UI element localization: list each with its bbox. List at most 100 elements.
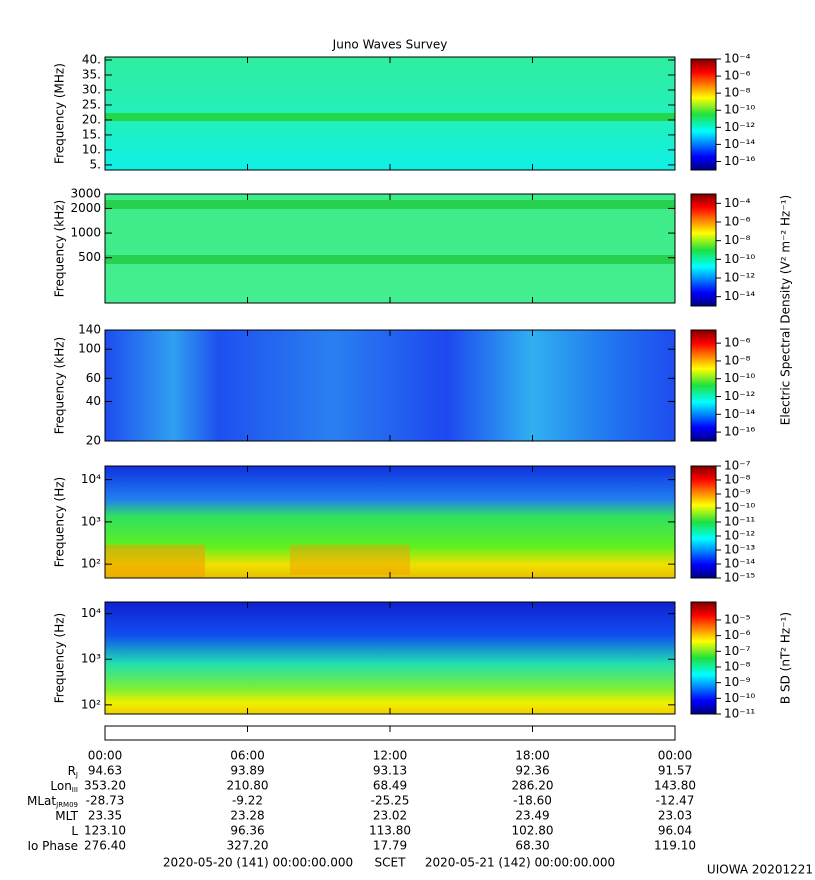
chart-title: Juno Waves Survey [332, 38, 448, 52]
y-tick-label: 10² [81, 697, 101, 711]
ephemeris-value: 276.40 [84, 839, 126, 853]
y-tick-label: 100 [78, 342, 101, 356]
row-label-name: Lon [50, 779, 71, 793]
x-tick-label: 00:00 [88, 749, 123, 763]
y-tick-label: 60 [86, 371, 101, 385]
y-axis-label: Frequency (kHz) [53, 200, 67, 297]
row-label: RJ [68, 764, 78, 780]
emission-band [105, 200, 675, 209]
y-tick-label: 35. [82, 67, 101, 81]
colorbar-tick-label: 10⁻⁴ [724, 196, 751, 210]
y-tick-label: 20 [86, 434, 101, 448]
row-label-name: L [71, 824, 78, 838]
colorbar-tick-label: 10⁻⁶ [724, 628, 751, 642]
colorbar-tick-label: 10⁻⁴ [724, 52, 751, 66]
ephemeris-value: 94.63 [88, 764, 122, 778]
ephemeris-value: 327.20 [227, 839, 269, 853]
ephemeris-value: 96.36 [230, 824, 264, 838]
ephemeris-value: 119.10 [654, 839, 696, 853]
row-label-name: Io Phase [27, 839, 78, 853]
ephemeris-value: -28.73 [86, 794, 125, 808]
colorbar [690, 58, 717, 171]
ephemeris-value: 93.89 [230, 764, 264, 778]
x-tick-label: 00:00 [658, 749, 693, 763]
ephemeris-value: 102.80 [512, 824, 554, 838]
y-tick-label: 40 [86, 394, 101, 408]
colorbar-tick-label: 10⁻¹³ [724, 543, 755, 557]
colorbar-label: B SD (nT² Hz⁻¹) [779, 612, 793, 704]
colorbar-tick-label: 10⁻¹⁴ [724, 137, 755, 151]
emission-band [105, 113, 675, 121]
colorbar-tick-label: 10⁻⁹ [724, 487, 751, 501]
footer-start: 2020-05-20 (141) 00:00:00.000 [163, 856, 353, 870]
row-label: MLatJRM09 [27, 794, 78, 810]
ephemeris-value: 17.79 [373, 839, 407, 853]
spectrogram [105, 194, 675, 303]
colorbar-tick-label: 10⁻¹⁴ [724, 407, 755, 421]
panels [105, 57, 675, 714]
y-tick-label: 10³ [81, 514, 101, 528]
y-axis-label: Frequency (Hz) [53, 613, 67, 704]
ephemeris-value: 286.20 [512, 779, 554, 793]
row-label: L [71, 824, 78, 838]
colorbar-tick-label: 10⁻⁵ [724, 612, 751, 626]
colorbar-tick-label: 10⁻¹² [724, 529, 755, 543]
colorbar-tick-label: 10⁻⁷ [724, 644, 751, 658]
row-label-sub: III [72, 786, 78, 794]
x-tick-label: 06:00 [230, 749, 265, 763]
colorbar-tick-label: 10⁻⁹ [724, 675, 751, 689]
ephemeris-value: 93.13 [373, 764, 407, 778]
colorbar-tick-label: 10⁻¹² [724, 389, 755, 403]
ephemeris-value: 96.04 [658, 824, 692, 838]
ephemeris-value: -18.60 [513, 794, 552, 808]
y-axis-label: Frequency (Hz) [53, 477, 67, 568]
y-tick-label: 3000 [70, 187, 101, 201]
colorbar-tick-label: 10⁻⁷ [724, 459, 751, 473]
footer-axis: SCET [375, 856, 407, 870]
y-tick-label: 10⁴ [81, 606, 101, 620]
footer-credit: UIOWA 20201221 [707, 863, 813, 877]
y-tick-label: 10³ [81, 652, 101, 666]
y-axis-label: Frequency (kHz) [53, 337, 67, 434]
row-label-sub: JRM09 [55, 801, 78, 809]
colorbar-tick-label: 10⁻¹⁶ [724, 425, 755, 439]
ephemeris-value: 143.80 [654, 779, 696, 793]
colorbar-tick-label: 10⁻¹⁶ [724, 154, 755, 168]
ephemeris-value: 23.35 [88, 809, 122, 823]
y-tick-label: 500 [78, 250, 101, 264]
ephemeris-value: 23.03 [658, 809, 692, 823]
ephemeris-value: 91.57 [658, 764, 692, 778]
colorbar-tick-label: 10⁻¹⁰ [724, 103, 755, 117]
row-label-name: MLat [27, 794, 56, 808]
colorbar-label: Electric Spectral Density (V² m⁻² Hz⁻¹) [779, 195, 793, 425]
ephemeris-value: -12.47 [656, 794, 695, 808]
ephemeris-value: 210.80 [227, 779, 269, 793]
ephemeris-value: 23.28 [230, 809, 264, 823]
row-label: MLT [55, 809, 78, 823]
colorbar-tick-label: 10⁻⁶ [724, 69, 751, 83]
row-label-name: R [68, 764, 76, 778]
colorbar-tick-label: 10⁻¹⁴ [724, 557, 755, 571]
y-tick-label: 15. [82, 127, 101, 141]
y-axis-label: Frequency (MHz) [53, 63, 67, 164]
row-label-sub: J [75, 771, 78, 779]
x-tick-label: 18:00 [515, 749, 550, 763]
colorbar-tick-label: 10⁻⁸ [724, 473, 751, 487]
y-tick-label: 2000 [70, 201, 101, 215]
ephemeris-value: -9.22 [232, 794, 263, 808]
y-tick-label: 10. [82, 142, 101, 156]
ephemeris-value: 68.30 [515, 839, 549, 853]
y-tick-label: 20. [82, 112, 101, 126]
colorbar-tick-label: 10⁻¹² [724, 271, 755, 285]
ephemeris-value: 123.10 [84, 824, 126, 838]
colorbar [690, 465, 717, 579]
ephemeris-value: -25.25 [371, 794, 410, 808]
emission-band [105, 255, 675, 264]
spectrogram [105, 330, 675, 441]
footer-end: 2020-05-21 (142) 00:00:00.000 [425, 856, 615, 870]
y-tick-label: 1000 [70, 226, 101, 240]
ephemeris-value: 68.49 [373, 779, 407, 793]
colorbar-tick-label: 10⁻⁶ [724, 215, 751, 229]
y-tick-label: 40. [82, 52, 101, 66]
